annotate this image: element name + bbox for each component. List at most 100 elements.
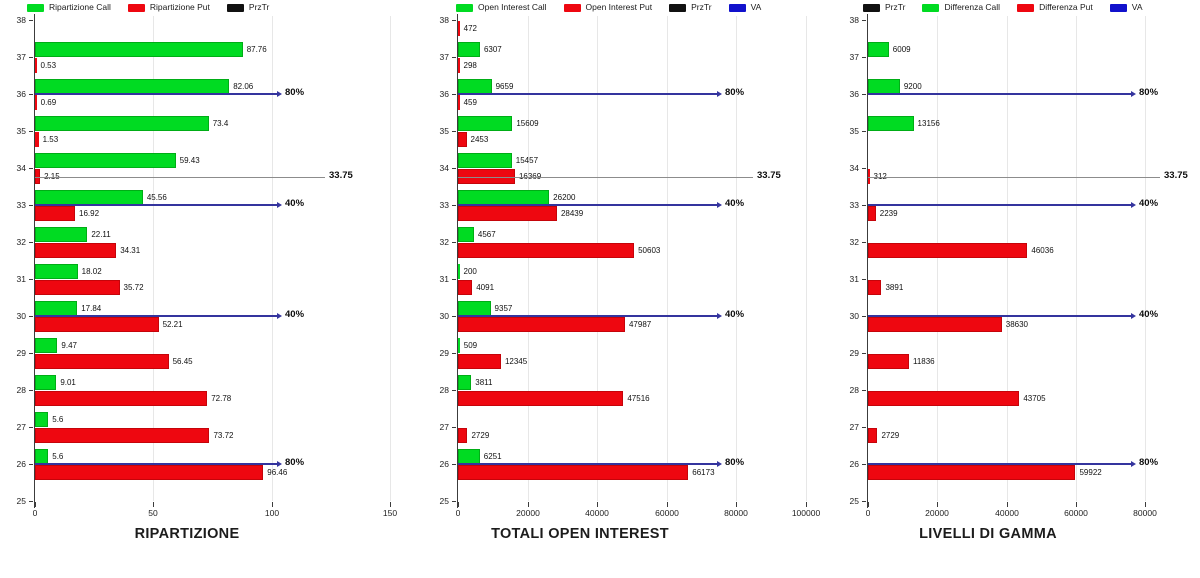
y-tick	[452, 390, 456, 391]
y-tick-label: 34	[849, 163, 859, 173]
y-tick	[452, 316, 456, 317]
legend-swatch-icon	[1109, 3, 1127, 12]
bar-value-label: 82.06	[233, 82, 254, 91]
y-tick-label: 32	[849, 237, 859, 247]
y-tick	[862, 464, 866, 465]
bar-call	[35, 42, 243, 57]
y-tick-label: 33	[16, 200, 26, 210]
va-line-label: 40%	[285, 198, 305, 209]
va-line-arrow	[277, 91, 282, 97]
y-tick-label: 37	[439, 52, 449, 62]
bar-call	[868, 79, 900, 94]
legend-label: VA	[750, 2, 762, 12]
bar-put	[458, 58, 460, 73]
bar-call	[458, 42, 480, 57]
va-line-label: 80%	[725, 457, 745, 468]
legend-ripartizione: Ripartizione Call Ripartizione Put PrzTr	[27, 3, 269, 12]
bar-value-label: 9200	[903, 82, 922, 91]
bar-put	[868, 391, 1020, 406]
y-tick	[862, 316, 866, 317]
y-tick-label: 38	[16, 15, 26, 25]
legend-item: Open Interest Put	[563, 2, 653, 12]
y-tick-label: 26	[849, 459, 859, 469]
y-tick-label: 29	[16, 348, 26, 358]
y-tick	[452, 131, 456, 132]
x-tick	[1007, 502, 1008, 507]
bar-call	[458, 264, 460, 279]
y-tick	[452, 57, 456, 58]
bar-value-label: 52.21	[162, 320, 183, 329]
legend-swatch-icon	[563, 3, 581, 12]
legend-swatch-icon	[863, 3, 880, 12]
x-tick	[597, 502, 598, 507]
y-tick	[862, 168, 866, 169]
chart-title-livelli-gamma: LIVELLI DI GAMMA	[919, 526, 1057, 542]
gridline	[667, 16, 668, 501]
y-tick-label: 29	[439, 348, 449, 358]
bar-call	[35, 375, 57, 390]
y-tick-label: 36	[16, 89, 26, 99]
va-line-label: 40%	[1139, 198, 1159, 209]
bar-call	[458, 190, 550, 205]
legend-item: VA	[1109, 3, 1143, 12]
y-tick	[29, 501, 33, 502]
va-line	[458, 93, 717, 95]
y-tick	[452, 205, 456, 206]
y-tick-label: 35	[16, 126, 26, 136]
y-tick-label: 38	[439, 15, 449, 25]
bar-value-label: 2.15	[44, 172, 60, 181]
va-line	[35, 463, 277, 465]
y-tick	[452, 279, 456, 280]
y-tick	[862, 279, 866, 280]
bar-call	[868, 42, 889, 57]
bar-value-label: 459	[463, 98, 477, 107]
y-tick-label: 26	[439, 459, 449, 469]
va-line-arrow	[717, 91, 722, 97]
y-tick-label: 29	[849, 348, 859, 358]
bar-put	[458, 465, 689, 480]
y-tick	[452, 94, 456, 95]
bar-value-label: 15457	[515, 156, 539, 165]
bar-call	[458, 375, 472, 390]
y-tick-label: 31	[849, 274, 859, 284]
legend-label: Open Interest Put	[585, 2, 653, 12]
bar-value-label: 9.01	[60, 378, 76, 387]
y-axis	[34, 14, 35, 508]
bar-call	[35, 190, 143, 205]
va-line-arrow	[717, 461, 722, 467]
y-tick-label: 32	[439, 237, 449, 247]
legend-item: Ripartizione Put	[127, 2, 210, 12]
bar-call	[458, 338, 460, 353]
bar-put	[868, 169, 870, 184]
y-tick-label: 33	[849, 200, 859, 210]
chart-title-open-interest: TOTALI OPEN INTEREST	[491, 526, 669, 542]
y-tick	[862, 20, 866, 21]
y-tick-label: 36	[439, 89, 449, 99]
legend-livelli-gamma: PrzTr Differenza Call Differenza Put VA	[863, 3, 1143, 12]
y-tick-label: 25	[849, 496, 859, 506]
y-tick	[29, 316, 33, 317]
bar-value-label: 3811	[475, 378, 493, 387]
va-line-arrow	[277, 461, 282, 467]
x-tick	[937, 502, 938, 507]
bar-value-label: 15609	[516, 119, 539, 128]
bar-value-label: 0.69	[40, 98, 57, 107]
bar-value-label: 16.92	[79, 209, 100, 218]
bar-put	[458, 206, 557, 221]
x-tick-label: 0	[455, 508, 461, 518]
y-tick	[29, 20, 33, 21]
bar-put	[458, 428, 468, 443]
bar-value-label: 47516	[627, 394, 650, 403]
bar-put	[868, 465, 1076, 480]
legend-label: Ripartizione Put	[149, 2, 210, 12]
bar-call	[35, 264, 78, 279]
va-line-label: 40%	[725, 309, 745, 320]
bar-value-label: 17.84	[81, 304, 102, 313]
bar-value-label: 16369	[519, 172, 541, 181]
bar-value-label: 26200	[553, 193, 576, 202]
legend-item: Differenza Call	[922, 3, 1000, 12]
va-line-label: 80%	[285, 87, 305, 98]
y-tick-label: 33	[439, 200, 449, 210]
y-tick	[29, 427, 33, 428]
x-tick	[1076, 502, 1077, 507]
